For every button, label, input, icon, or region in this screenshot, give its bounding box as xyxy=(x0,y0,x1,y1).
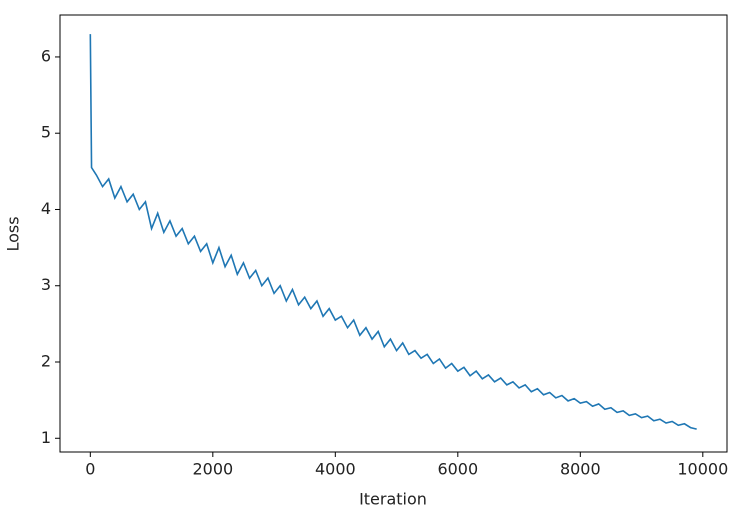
y-axis-label: Loss xyxy=(4,216,23,251)
x-tick-label: 4000 xyxy=(315,460,356,479)
y-tick-label: 1 xyxy=(41,428,51,447)
y-tick-label: 4 xyxy=(41,199,51,218)
x-tick-label: 6000 xyxy=(437,460,478,479)
x-axis-label: Iteration xyxy=(359,490,427,509)
x-tick-label: 0 xyxy=(85,460,95,479)
y-tick-label: 6 xyxy=(41,46,51,65)
x-tick-label: 2000 xyxy=(192,460,233,479)
y-tick-label: 2 xyxy=(41,352,51,371)
y-tick-label: 5 xyxy=(41,123,51,142)
y-tick-label: 3 xyxy=(41,275,51,294)
plot-frame xyxy=(59,14,728,453)
x-tick-label: 8000 xyxy=(560,460,601,479)
x-tick-label: 10000 xyxy=(677,460,728,479)
loss-line xyxy=(89,34,697,430)
